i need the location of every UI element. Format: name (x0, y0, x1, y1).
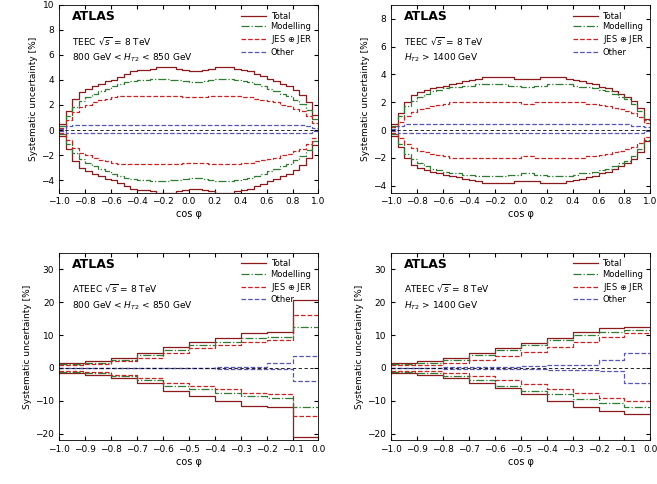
Legend: Total, Modelling, JES $\oplus$ JER, Other: Total, Modelling, JES $\oplus$ JER, Othe… (239, 9, 314, 59)
Text: ATEEC $\sqrt{s}$ = 8 TeV: ATEEC $\sqrt{s}$ = 8 TeV (72, 283, 158, 294)
Text: ATLAS: ATLAS (404, 258, 448, 272)
Y-axis label: Systematic uncertainty [%]: Systematic uncertainty [%] (361, 37, 371, 161)
Legend: Total, Modelling, JES $\oplus$ JER, Other: Total, Modelling, JES $\oplus$ JER, Othe… (239, 257, 314, 307)
Text: ATEEC $\sqrt{s}$ = 8 TeV: ATEEC $\sqrt{s}$ = 8 TeV (404, 283, 490, 294)
Text: 800 GeV < $H_{T2}$ < 850 GeV: 800 GeV < $H_{T2}$ < 850 GeV (72, 300, 193, 312)
Legend: Total, Modelling, JES $\oplus$ JER, Other: Total, Modelling, JES $\oplus$ JER, Othe… (571, 257, 646, 307)
X-axis label: cos φ: cos φ (508, 457, 533, 467)
Text: TEEC $\sqrt{s}$ = 8 TeV: TEEC $\sqrt{s}$ = 8 TeV (72, 35, 152, 46)
Y-axis label: Systematic uncertainty [%]: Systematic uncertainty [%] (24, 285, 32, 408)
Text: $H_{T2}$ > 1400 GeV: $H_{T2}$ > 1400 GeV (404, 52, 478, 64)
Text: ATLAS: ATLAS (72, 258, 116, 272)
Legend: Total, Modelling, JES $\oplus$ JER, Other: Total, Modelling, JES $\oplus$ JER, Othe… (571, 9, 646, 59)
Text: TEEC $\sqrt{s}$ = 8 TeV: TEEC $\sqrt{s}$ = 8 TeV (404, 35, 484, 46)
X-axis label: cos φ: cos φ (176, 209, 202, 219)
X-axis label: cos φ: cos φ (176, 457, 202, 467)
Text: ATLAS: ATLAS (404, 11, 448, 23)
X-axis label: cos φ: cos φ (508, 209, 533, 219)
Text: ATLAS: ATLAS (72, 11, 116, 23)
Text: $H_{T2}$ > 1400 GeV: $H_{T2}$ > 1400 GeV (404, 300, 478, 312)
Y-axis label: Systematic uncertainty [%]: Systematic uncertainty [%] (355, 285, 365, 408)
Text: 800 GeV < $H_{T2}$ < 850 GeV: 800 GeV < $H_{T2}$ < 850 GeV (72, 52, 193, 64)
Y-axis label: Systematic uncertainty [%]: Systematic uncertainty [%] (30, 37, 38, 161)
